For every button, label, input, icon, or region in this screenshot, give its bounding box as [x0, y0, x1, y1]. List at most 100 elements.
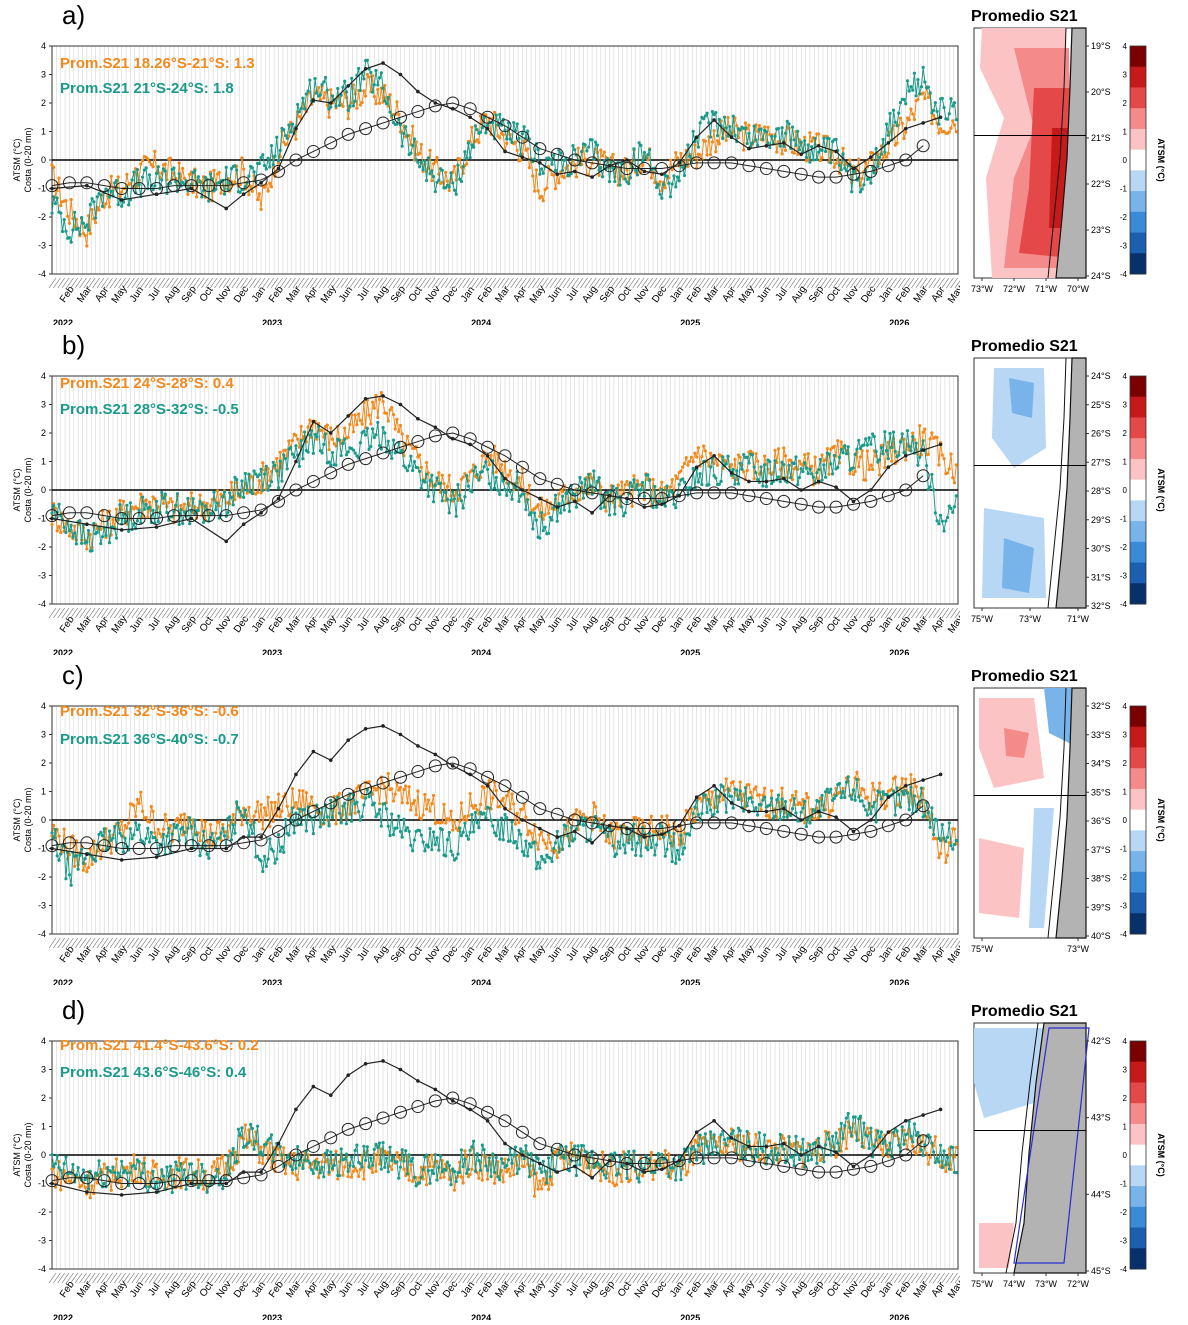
series-point [247, 833, 251, 838]
date-tick [432, 277, 440, 289]
monthly-point [781, 476, 786, 481]
series-point [151, 508, 155, 512]
date-tick [558, 607, 566, 619]
date-tick [270, 607, 279, 619]
monthly-point [50, 186, 54, 191]
date-tick [392, 277, 401, 289]
date-tick [109, 607, 118, 619]
series-point [95, 530, 99, 534]
series-point [677, 179, 681, 183]
monthly-point [834, 815, 838, 819]
series-point [691, 811, 695, 816]
date-tick [754, 937, 762, 949]
series-point [74, 542, 78, 546]
series-point [926, 85, 930, 89]
date-tick [523, 277, 532, 289]
series-point [947, 112, 951, 116]
series-point [106, 516, 110, 520]
date-tick [166, 607, 174, 619]
series-point [552, 505, 556, 510]
date-tick [710, 937, 719, 949]
date-tick [244, 277, 253, 289]
series-point [153, 149, 157, 154]
series-point [137, 801, 141, 806]
running-point [759, 492, 773, 506]
series-point [844, 452, 849, 456]
series-point [423, 480, 427, 484]
series-point [383, 99, 387, 103]
date-tick [780, 937, 789, 949]
date-tick [83, 607, 92, 619]
series-point [372, 801, 376, 805]
date-tick [96, 607, 105, 619]
series-point [310, 795, 314, 799]
series-point [616, 840, 620, 844]
date-tick [340, 937, 349, 949]
series-point [179, 503, 183, 508]
series-point [88, 232, 92, 236]
series-point [865, 813, 870, 817]
series-point [571, 143, 575, 148]
series-point [555, 829, 559, 834]
series-point [670, 478, 674, 482]
series-point [278, 450, 282, 454]
series-point [287, 439, 291, 443]
series-point [411, 124, 415, 128]
series-point [818, 796, 822, 800]
series-point [505, 816, 509, 820]
date-tick [715, 607, 723, 619]
series-point [308, 433, 312, 437]
series-point [508, 489, 512, 494]
series-point [871, 432, 875, 436]
colorbar-swatch [1130, 376, 1146, 398]
series-point [444, 170, 448, 175]
series-point [120, 834, 124, 838]
series-point [468, 830, 472, 834]
series-point [278, 849, 282, 853]
series-point [905, 429, 910, 433]
month-label: Jan [250, 615, 268, 635]
date-tick [392, 607, 401, 619]
series-point [404, 125, 408, 129]
date-tick [209, 937, 218, 949]
month-label: Mar [703, 284, 722, 305]
date-tick [61, 937, 70, 949]
series-point [947, 504, 951, 508]
series-point [869, 181, 873, 185]
date-tick [549, 607, 558, 619]
series-point [763, 786, 767, 790]
running-point [672, 489, 686, 503]
series-point [533, 511, 537, 515]
year-label: 2026 [889, 978, 909, 985]
date-tick [488, 607, 497, 619]
series-point [292, 455, 296, 459]
lat-label: 26°S [1091, 429, 1111, 439]
series-point [872, 800, 876, 804]
series-point [510, 820, 514, 824]
series-point [168, 823, 173, 828]
date-tick [636, 277, 645, 289]
series-point [297, 807, 302, 811]
series-point [648, 478, 652, 483]
date-tick [432, 607, 440, 619]
month-label: Dec [232, 944, 251, 965]
series-point [501, 479, 505, 483]
series-point [696, 812, 700, 817]
series-point [932, 113, 936, 117]
series-point [776, 475, 781, 479]
series-point [99, 527, 103, 532]
y-tick-label: -2 [38, 212, 46, 222]
series-point [85, 223, 89, 227]
series-point [900, 432, 904, 436]
series-point [726, 116, 730, 120]
series-point [113, 824, 117, 829]
running-point [237, 506, 251, 520]
series-point [442, 481, 446, 486]
date-tick [784, 277, 793, 289]
series-point [261, 869, 265, 874]
date-tick [575, 277, 584, 289]
date-tick [898, 277, 906, 289]
series-point [520, 850, 525, 854]
date-tick [885, 607, 893, 619]
date-tick [636, 937, 645, 949]
